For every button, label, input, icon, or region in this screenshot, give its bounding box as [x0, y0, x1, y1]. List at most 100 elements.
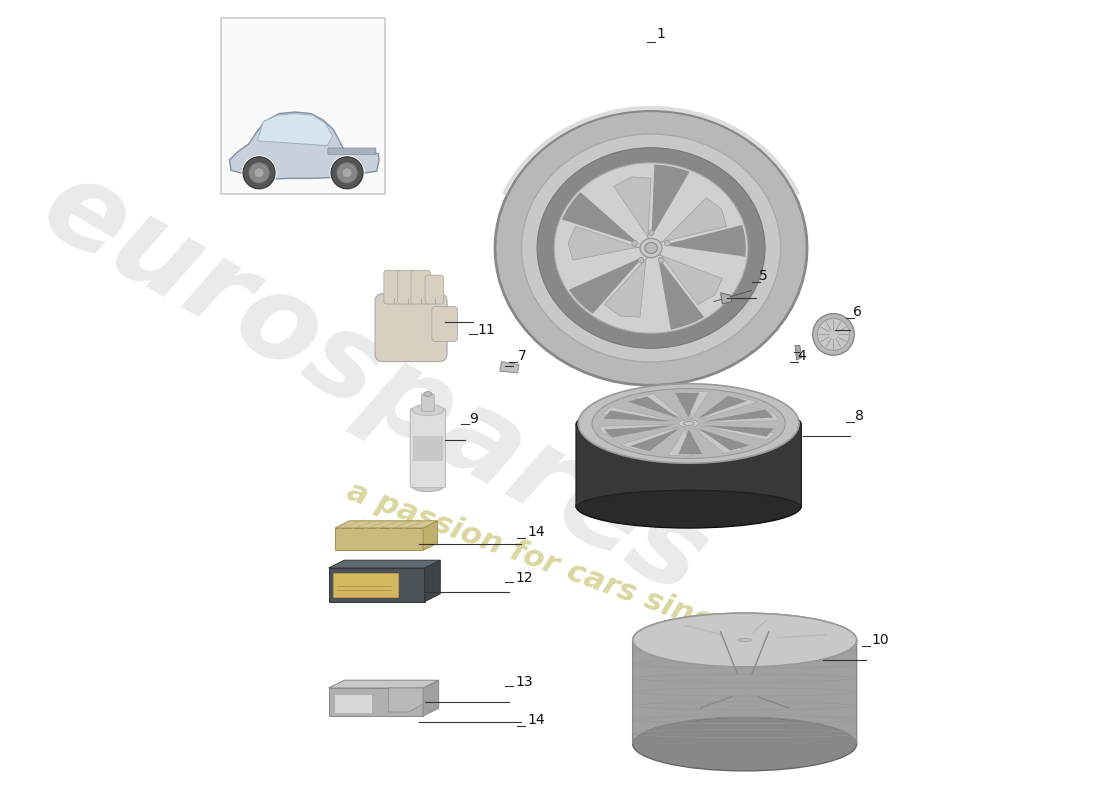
Text: eurospares: eurospares [23, 148, 727, 620]
Polygon shape [568, 226, 640, 260]
Polygon shape [700, 426, 776, 440]
Polygon shape [499, 362, 519, 373]
Circle shape [331, 157, 363, 189]
FancyBboxPatch shape [410, 408, 446, 487]
Polygon shape [329, 560, 440, 568]
Polygon shape [257, 114, 332, 146]
Polygon shape [424, 521, 438, 550]
Ellipse shape [411, 404, 444, 416]
Text: 7: 7 [517, 349, 526, 363]
Circle shape [648, 230, 653, 236]
Ellipse shape [632, 717, 857, 771]
Circle shape [242, 155, 277, 190]
FancyBboxPatch shape [334, 694, 372, 713]
Polygon shape [795, 346, 802, 360]
Polygon shape [388, 688, 424, 712]
Polygon shape [632, 614, 857, 744]
Text: 6: 6 [854, 305, 862, 319]
Polygon shape [720, 293, 732, 304]
Circle shape [664, 241, 670, 246]
Polygon shape [702, 413, 779, 423]
Ellipse shape [645, 242, 658, 254]
Circle shape [342, 168, 352, 178]
Polygon shape [628, 396, 679, 418]
FancyBboxPatch shape [397, 270, 417, 304]
Ellipse shape [640, 238, 662, 258]
Text: 12: 12 [515, 570, 532, 585]
Polygon shape [669, 428, 690, 456]
FancyBboxPatch shape [432, 306, 458, 342]
FancyBboxPatch shape [421, 394, 434, 411]
Polygon shape [688, 391, 710, 419]
Polygon shape [569, 257, 644, 314]
FancyBboxPatch shape [384, 270, 403, 304]
Polygon shape [651, 165, 690, 237]
Text: 14: 14 [527, 713, 544, 727]
Circle shape [631, 241, 638, 246]
Polygon shape [660, 198, 726, 243]
Ellipse shape [679, 420, 699, 427]
Polygon shape [602, 406, 678, 421]
Polygon shape [230, 112, 380, 179]
Ellipse shape [576, 484, 801, 528]
Polygon shape [658, 257, 704, 330]
Polygon shape [329, 688, 424, 716]
Polygon shape [604, 257, 648, 317]
FancyBboxPatch shape [375, 294, 447, 362]
Polygon shape [424, 680, 439, 716]
FancyBboxPatch shape [411, 270, 430, 304]
Ellipse shape [576, 402, 801, 446]
FancyBboxPatch shape [332, 573, 398, 597]
Polygon shape [336, 528, 424, 550]
Ellipse shape [554, 163, 748, 333]
Polygon shape [698, 396, 747, 418]
Ellipse shape [537, 148, 764, 348]
Text: 8: 8 [855, 409, 864, 423]
Polygon shape [704, 410, 773, 422]
Polygon shape [604, 410, 673, 422]
Polygon shape [329, 568, 425, 602]
FancyBboxPatch shape [414, 436, 442, 460]
Polygon shape [336, 521, 438, 528]
Text: a passion for cars since 1985: a passion for cars since 1985 [343, 477, 824, 675]
Polygon shape [630, 429, 679, 451]
Ellipse shape [683, 422, 694, 426]
Polygon shape [562, 192, 639, 244]
Polygon shape [698, 429, 749, 450]
Circle shape [638, 258, 644, 263]
Polygon shape [698, 397, 757, 420]
Text: 11: 11 [477, 322, 495, 337]
Ellipse shape [579, 384, 799, 463]
Ellipse shape [592, 389, 785, 458]
FancyBboxPatch shape [425, 275, 443, 304]
FancyBboxPatch shape [221, 18, 385, 194]
Polygon shape [663, 225, 746, 257]
Ellipse shape [424, 392, 432, 397]
Ellipse shape [411, 480, 444, 491]
Circle shape [254, 168, 264, 178]
Polygon shape [704, 426, 773, 437]
Polygon shape [675, 393, 700, 417]
Circle shape [249, 162, 270, 183]
Text: 5: 5 [759, 269, 768, 283]
Ellipse shape [813, 314, 855, 355]
Ellipse shape [521, 134, 781, 362]
Polygon shape [604, 426, 673, 438]
Text: 13: 13 [515, 674, 532, 689]
Circle shape [658, 258, 664, 263]
Polygon shape [620, 426, 679, 450]
Text: 14: 14 [527, 525, 544, 539]
Text: 1: 1 [657, 26, 665, 41]
FancyBboxPatch shape [328, 148, 376, 154]
Circle shape [330, 155, 365, 190]
Text: 10: 10 [871, 633, 889, 647]
Polygon shape [598, 424, 675, 434]
Polygon shape [679, 430, 702, 454]
Text: 4: 4 [798, 349, 806, 363]
Polygon shape [425, 560, 440, 602]
Ellipse shape [738, 638, 751, 642]
Circle shape [337, 162, 358, 183]
Polygon shape [659, 254, 723, 305]
Ellipse shape [817, 318, 849, 350]
Ellipse shape [632, 613, 857, 667]
